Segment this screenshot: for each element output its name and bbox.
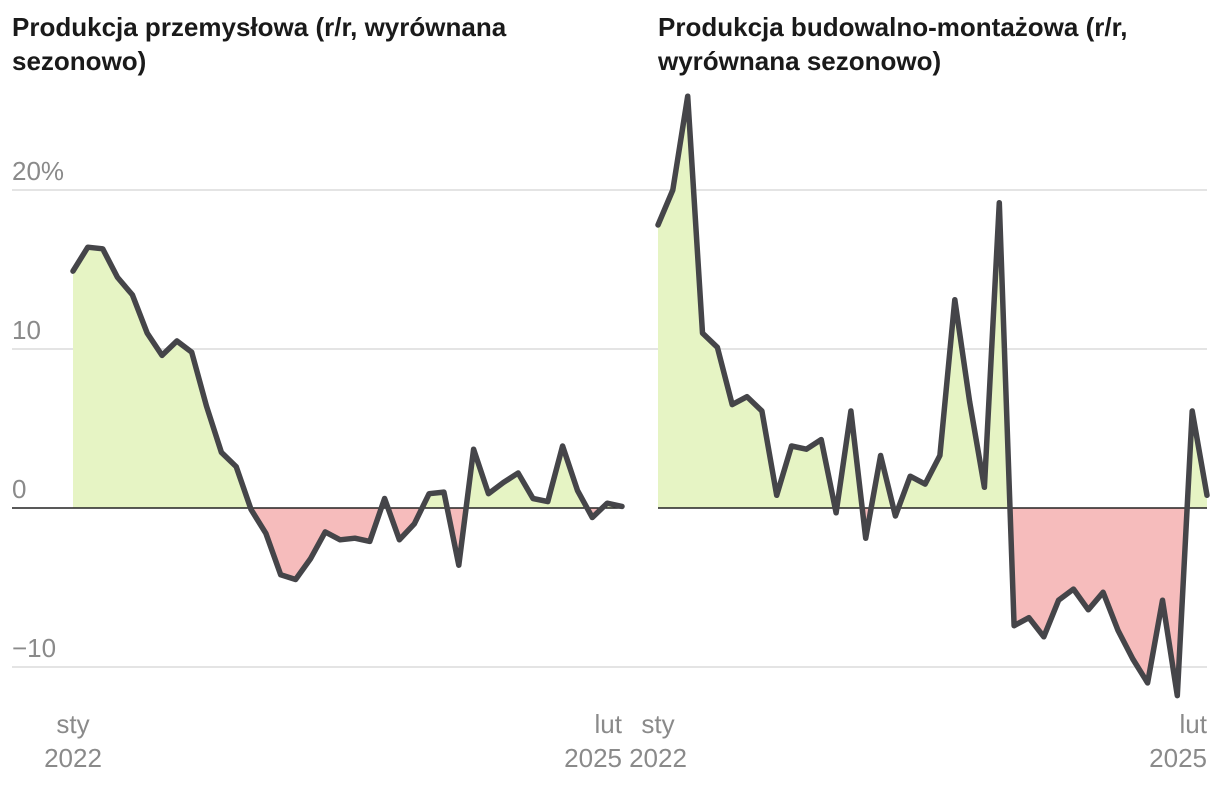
positive-area — [658, 96, 1207, 508]
x-tick-label: 2025 — [564, 743, 622, 773]
negative-area — [658, 508, 1207, 696]
x-tick-label: sty — [641, 709, 674, 739]
y-tick-label: 10 — [12, 315, 41, 345]
x-tick-label: lut — [1180, 709, 1208, 739]
y-tick-label: −10 — [12, 633, 56, 663]
negative-area — [73, 508, 622, 580]
series-line — [70, 244, 625, 583]
y-tick-label: 0 — [12, 474, 26, 504]
x-tick-label: 2025 — [1149, 743, 1207, 773]
x-tick-label: lut — [595, 709, 623, 739]
positive-area — [73, 247, 622, 508]
x-tick-label: 2022 — [44, 743, 102, 773]
chart-title-construction-production: Produkcja budowalno-montażowa (r/r, wyró… — [658, 12, 1128, 76]
x-tick-label: sty — [56, 709, 89, 739]
chart-title-industrial-production: Produkcja przemysłowa (r/r, wyrównana se… — [12, 12, 507, 76]
series-line — [655, 93, 1210, 699]
x-tick-label: 2022 — [629, 743, 687, 773]
y-tick-label: 20% — [12, 156, 64, 186]
